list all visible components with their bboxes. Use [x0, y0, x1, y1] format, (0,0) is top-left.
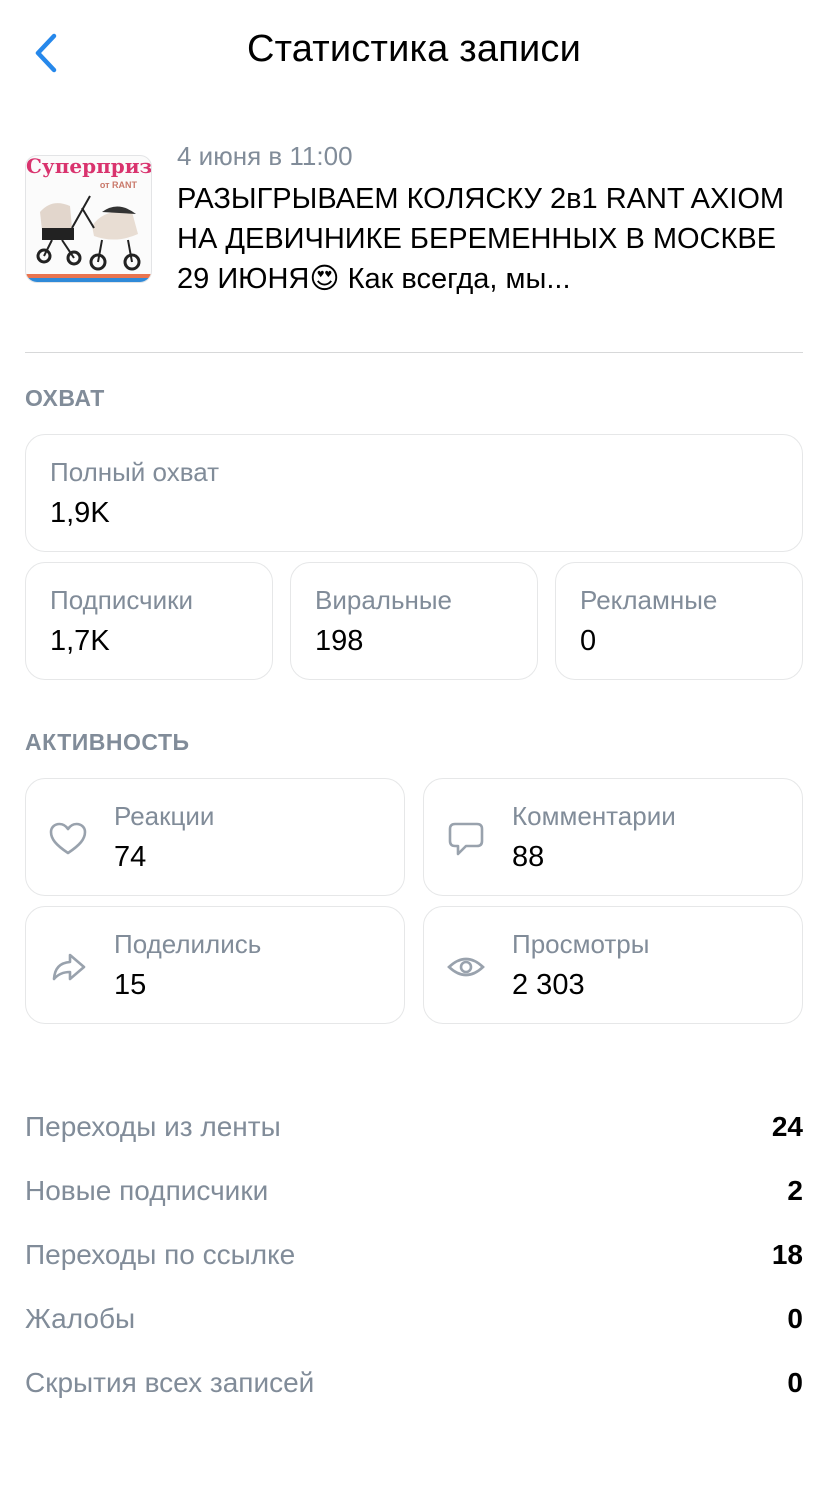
stat-row-hides: Скрытия всех записей 0 — [25, 1367, 803, 1407]
stat-row-link-clicks: Переходы по ссылке 18 — [25, 1239, 803, 1279]
stat-value: 18 — [771, 1239, 803, 1270]
page-title: Статистика записи — [246, 28, 582, 70]
thumbnail-logo-text: Суперприз — [26, 155, 152, 178]
stat-row-new-subscribers: Новые подписчики 2 — [25, 1175, 803, 1215]
chevron-left-icon[interactable] — [30, 30, 64, 76]
reach-section-title: ОХВАТ — [25, 385, 105, 411]
stat-value: 0 — [787, 1367, 803, 1398]
card-label: Комментарии — [512, 801, 676, 831]
activity-shares-card: Поделились 15 — [25, 906, 405, 1024]
card-value: 74 — [114, 841, 147, 873]
post-date: 4 июня в 11:00 — [177, 141, 353, 171]
activity-comments-card: Комментарии 88 — [423, 778, 803, 896]
reach-subscribers-card: Подписчики 1,7K — [25, 562, 273, 680]
card-value: 15 — [114, 969, 147, 1001]
card-value: 0 — [580, 625, 597, 657]
activity-reactions-card: Реакции 74 — [25, 778, 405, 896]
card-value: 2 303 — [512, 969, 585, 1001]
activity-section-title: АКТИВНОСТЬ — [25, 729, 190, 755]
card-value: 198 — [315, 625, 364, 657]
stat-row-reports: Жалобы 0 — [25, 1303, 803, 1343]
card-label: Просмотры — [512, 929, 650, 959]
eye-icon — [447, 957, 485, 977]
stat-row-feed-clicks: Переходы из ленты 24 — [25, 1111, 803, 1151]
activity-views-card: Просмотры 2 303 — [423, 906, 803, 1024]
comment-icon — [448, 822, 484, 856]
reach-total-card: Полный охват 1,9K — [25, 434, 803, 552]
card-label: Рекламные — [580, 585, 718, 615]
stroller-image — [36, 195, 141, 271]
card-label: Реакции — [114, 801, 215, 831]
stat-value: 2 — [787, 1175, 803, 1206]
stat-label: Скрытия всех записей — [25, 1367, 315, 1398]
post-thumbnail[interactable]: Суперприз от RANT — [25, 155, 152, 283]
card-label: Подписчики — [50, 585, 194, 615]
share-icon — [52, 953, 86, 981]
stat-label: Жалобы — [25, 1303, 136, 1334]
stat-value: 0 — [787, 1303, 803, 1334]
card-label: Виральные — [315, 585, 453, 615]
stat-label: Переходы из ленты — [25, 1111, 281, 1142]
reach-viral-card: Виральные 198 — [290, 562, 538, 680]
stat-value: 24 — [771, 1111, 803, 1142]
card-value: 88 — [512, 841, 545, 873]
post-text[interactable]: РАЗЫГРЫВАЕМ КОЛЯСКУ 2в1 RANT AXIOM НА ДЕ… — [177, 183, 785, 295]
card-label: Поделились — [114, 929, 262, 959]
divider — [25, 352, 803, 353]
card-label: Полный охват — [50, 457, 220, 487]
reach-ads-card: Рекламные 0 — [555, 562, 803, 680]
card-value: 1,9K — [50, 497, 110, 529]
stat-label: Переходы по ссылке — [25, 1239, 296, 1270]
card-value: 1,7K — [50, 625, 110, 657]
heart-icon — [49, 822, 87, 855]
stat-label: Новые подписчики — [25, 1175, 269, 1206]
